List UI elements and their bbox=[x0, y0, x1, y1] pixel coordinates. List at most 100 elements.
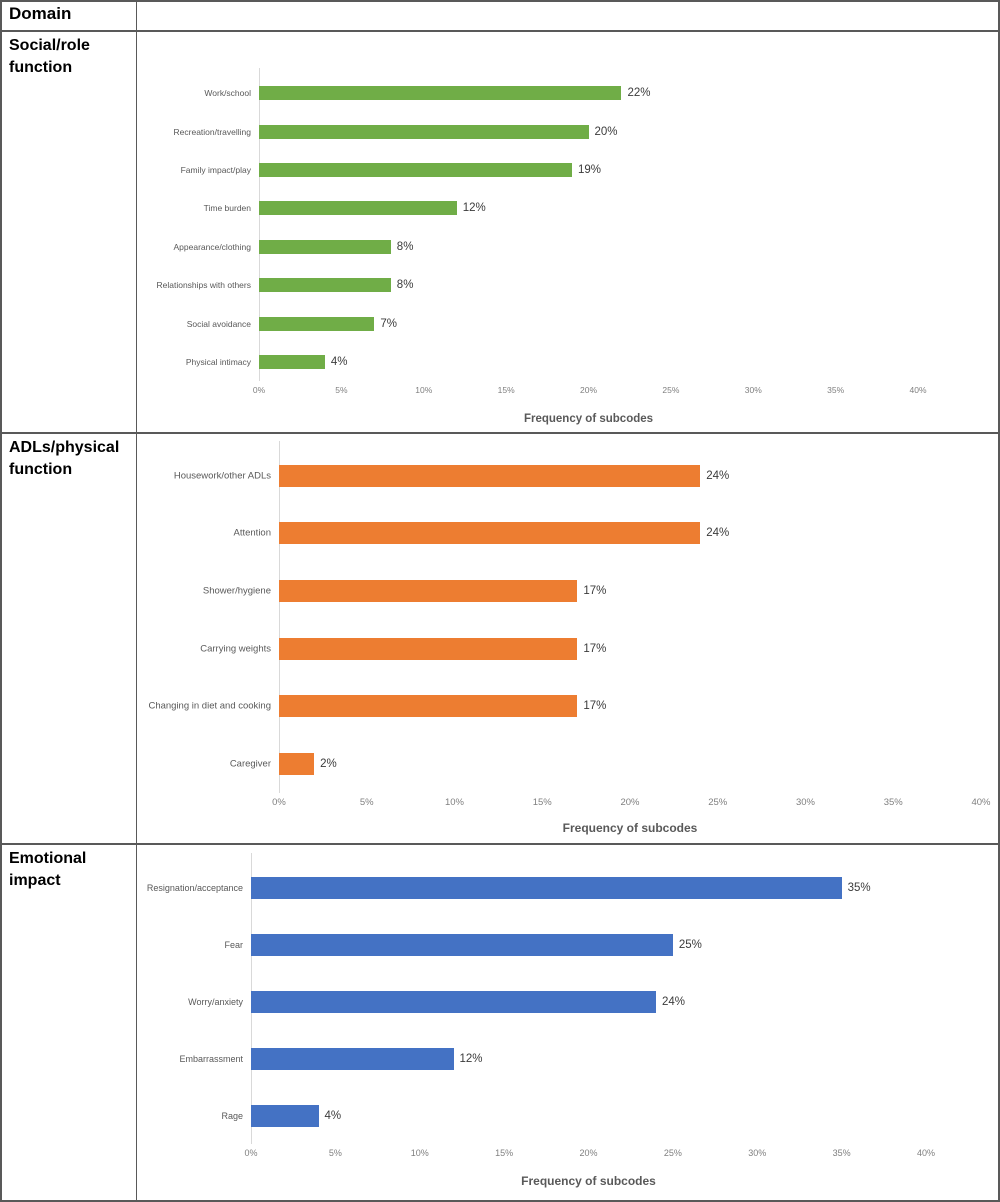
bar: 4% bbox=[251, 1104, 341, 1127]
bar: 12% bbox=[251, 1047, 483, 1070]
social-role-function-bar-chart: Work/school 22% Recreation/travelling 20% Fa… bbox=[137, 32, 998, 425]
x-axis-tick-label: 25% bbox=[708, 796, 728, 808]
x-axis-tick-label: 15% bbox=[497, 385, 515, 396]
x-axis-tick-label: 25% bbox=[663, 1148, 682, 1158]
chart-cell: Resignation/acceptance 35% Fear 25% Worry/an… bbox=[137, 845, 998, 1200]
value-label: 4% bbox=[330, 355, 348, 368]
category-label: Time burden bbox=[203, 203, 251, 214]
x-axis-tick-label: 40% bbox=[971, 796, 991, 808]
x-axis-ticks: 0% 5% 10% 15% 20% 25% 30% 35% 40% bbox=[253, 385, 927, 399]
x-axis-tick-label: 5% bbox=[359, 796, 374, 808]
chart-row: Embarrassment 12% bbox=[179, 1030, 926, 1087]
plot-area: Resignation/acceptance 35% Fear 25% Worry/an… bbox=[147, 853, 926, 1144]
bar: 35% bbox=[251, 876, 871, 899]
x-axis-tick-label: 30% bbox=[795, 796, 816, 808]
bar: 17% bbox=[279, 695, 606, 718]
category-label: Rage bbox=[221, 1110, 243, 1121]
plot-area: Work/school 22% Recreation/travelling 20% Fa… bbox=[157, 67, 918, 382]
x-axis-tick-label: 10% bbox=[444, 796, 465, 808]
category-label: Appearance/clothing bbox=[173, 241, 251, 252]
bar: 4% bbox=[259, 354, 348, 369]
emotional-impact-bar-chart: Resignation/acceptance 35% Fear 25% Worry/an… bbox=[137, 845, 998, 1188]
category-label: Social avoidance bbox=[186, 318, 251, 329]
x-axis-ticks: 0% 5% 10% 15% 20% 25% 30% 35% 40% bbox=[244, 1148, 935, 1162]
x-axis-tick-label: 35% bbox=[883, 796, 903, 808]
x-axis-tick-label: 15% bbox=[495, 1148, 514, 1158]
bar: 7% bbox=[259, 316, 397, 331]
value-label: 7% bbox=[380, 317, 397, 330]
x-axis-tick-label: 20% bbox=[579, 1148, 598, 1158]
x-axis-tick-label: 25% bbox=[662, 385, 680, 396]
chart-cell: Work/school 22% Recreation/travelling 20% Fa… bbox=[137, 32, 998, 432]
bar: 22% bbox=[259, 86, 650, 101]
x-axis-tick-label: 40% bbox=[909, 385, 927, 396]
x-axis-tick-label: 35% bbox=[832, 1148, 851, 1158]
category-label: Relationships with others bbox=[156, 280, 252, 291]
x-axis-title: Frequency of subcodes bbox=[521, 1174, 656, 1188]
chart-row: Caregiver 2% bbox=[230, 735, 981, 793]
chart-row: Recreation/travelling 20% bbox=[174, 112, 918, 150]
x-axis-tick-label: 0% bbox=[252, 385, 266, 396]
value-label: 4% bbox=[324, 1109, 342, 1122]
category-label: Family impact/play bbox=[180, 164, 251, 175]
domain-label-emotional-impact: Emotional impact bbox=[2, 845, 137, 1200]
category-label: Shower/hygiene bbox=[202, 585, 271, 597]
bar: 2% bbox=[279, 752, 337, 775]
domain-label-social-role: Social/role function bbox=[2, 32, 137, 432]
bar: 20% bbox=[259, 124, 618, 139]
value-label: 17% bbox=[583, 700, 607, 713]
x-axis-tick-label: 10% bbox=[415, 385, 433, 396]
value-label: 20% bbox=[594, 125, 618, 138]
chart-row: Carrying weights 17% bbox=[200, 620, 981, 678]
value-label: 24% bbox=[706, 469, 730, 482]
x-axis-tick-label: 30% bbox=[748, 1148, 767, 1158]
bar: 24% bbox=[279, 464, 729, 487]
value-label: 24% bbox=[662, 995, 686, 1008]
x-axis-tick-label: 5% bbox=[328, 1148, 342, 1158]
chart-cell: Housework/other ADLs 24% Attention 24% Showe… bbox=[137, 434, 998, 843]
x-axis-title: Frequency of subcodes bbox=[562, 820, 698, 835]
x-axis-tick-label: 0% bbox=[244, 1148, 258, 1158]
adls-physical-function-bar-chart: Housework/other ADLs 24% Attention 24% Showe… bbox=[137, 434, 998, 835]
x-axis-tick-label: 40% bbox=[916, 1148, 936, 1158]
bar: 24% bbox=[279, 522, 729, 545]
chart-row: Relationships with others 8% bbox=[157, 266, 918, 304]
x-axis-tick-label: 20% bbox=[579, 385, 598, 396]
bar: 12% bbox=[259, 201, 486, 216]
chart-row: Physical intimacy 4% bbox=[186, 343, 918, 381]
x-axis-tick-label: 35% bbox=[827, 385, 845, 396]
category-label: Resignation/acceptance bbox=[146, 882, 243, 893]
value-label: 2% bbox=[320, 757, 337, 770]
bar: 17% bbox=[279, 637, 606, 660]
value-label: 22% bbox=[627, 87, 651, 100]
chart-row: Changing in diet and cooking 17% bbox=[148, 677, 981, 735]
chart-row: Attention 24% bbox=[234, 505, 981, 563]
table-row: Emotional impact Resignation/acceptance 3… bbox=[2, 843, 998, 1200]
x-axis-tick-label: 5% bbox=[335, 385, 348, 396]
category-label: Fear bbox=[224, 939, 243, 950]
bar: 17% bbox=[279, 579, 606, 602]
x-axis-title: Frequency of subcodes bbox=[523, 413, 654, 426]
category-label: Worry/anxiety bbox=[188, 996, 243, 1007]
bar: 8% bbox=[259, 278, 413, 293]
category-label: Changing in diet and cooking bbox=[148, 700, 271, 712]
bar: 19% bbox=[259, 162, 601, 177]
x-axis-tick-label: 0% bbox=[272, 796, 286, 808]
value-label: 8% bbox=[396, 279, 414, 292]
category-label: Recreation/travelling bbox=[173, 126, 251, 137]
value-label: 35% bbox=[847, 881, 871, 894]
chart-row: Worry/anxiety 24% bbox=[188, 973, 926, 1030]
chart-row: Work/school 22% bbox=[204, 74, 918, 112]
x-axis-tick-label: 10% bbox=[410, 1148, 429, 1158]
chart-row: Housework/other ADLs 24% bbox=[174, 447, 981, 505]
value-label: 24% bbox=[706, 527, 730, 540]
chart-row: Family impact/play 19% bbox=[181, 151, 918, 189]
value-label: 17% bbox=[583, 642, 607, 655]
category-label: Attention bbox=[233, 527, 272, 539]
table-row: Social/role function Work/school 22% Recre… bbox=[2, 30, 998, 432]
table-row: ADLs/physical function Housework/other A… bbox=[2, 432, 998, 843]
category-label: Housework/other ADLs bbox=[173, 470, 271, 482]
category-label: Physical intimacy bbox=[185, 356, 251, 367]
chart-row: Time burden 12% bbox=[204, 189, 918, 227]
